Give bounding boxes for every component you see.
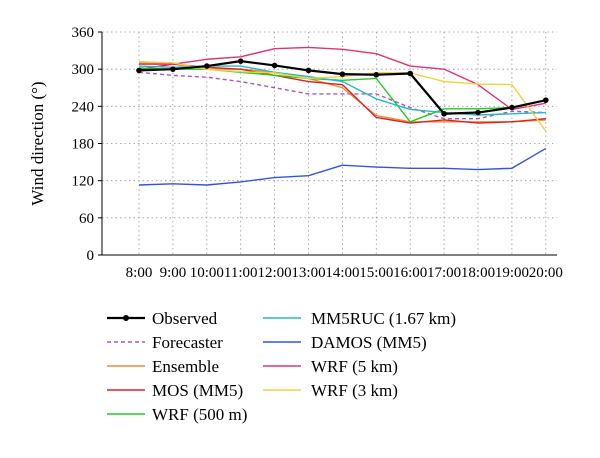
legend-item-3: MOS (MM5): [107, 381, 243, 400]
series-point-observed: [509, 104, 515, 111]
y-tick-label: 0: [87, 248, 95, 264]
series-point-observed: [543, 97, 549, 103]
legend-label: Observed: [152, 309, 218, 328]
series-point-observed: [237, 58, 244, 64]
y-axis-title: Wind direction (°): [28, 81, 47, 205]
x-tick-label: 12:00: [258, 265, 292, 281]
series-point-observed: [475, 109, 481, 116]
legend-item-7: WRF (5 km): [263, 357, 398, 376]
legend-item-8: WRF (3 km): [263, 381, 398, 400]
legend-item-0: Observed: [107, 309, 218, 328]
series-line-6: [138, 147, 547, 186]
series-point-observed: [271, 62, 278, 69]
series-point-observed: [305, 67, 312, 74]
legend-item-5: MM5RUC (1.67 km): [263, 309, 456, 328]
x-tick-label: 17:00: [427, 265, 461, 281]
x-tick-label: 18:00: [461, 265, 495, 281]
x-tick-label: 11:00: [224, 265, 258, 281]
legend-label: DAMOS (MM5): [311, 333, 427, 352]
legend-label: WRF (3 km): [311, 381, 398, 400]
legend-label: Ensemble: [152, 357, 219, 376]
legend-item-2: Ensemble: [107, 357, 219, 376]
legend-label: WRF (5 km): [311, 357, 398, 376]
legend-item-4: WRF (500 m): [107, 405, 247, 424]
legend-item-6: DAMOS (MM5): [263, 333, 427, 352]
x-tick-label: 8:00: [126, 265, 153, 281]
x-tick-label: 20:00: [529, 265, 563, 281]
legend-label: Forecaster: [152, 333, 223, 352]
y-tick-label: 120: [72, 174, 95, 190]
legend-label: WRF (500 m): [152, 405, 247, 424]
y-tick-label: 60: [79, 211, 94, 227]
y-tick-label: 180: [72, 137, 95, 153]
x-tick-label: 14:00: [325, 265, 359, 281]
legend-item-1: Forecaster: [107, 333, 223, 352]
series-lines: [136, 46, 549, 186]
x-tick-label: 16:00: [393, 265, 427, 281]
y-tick-label: 360: [72, 25, 95, 41]
legend-label: MOS (MM5): [152, 381, 243, 400]
x-tick-label: 15:00: [359, 265, 393, 281]
legend-marker: [123, 315, 129, 321]
x-tick-label: 10:00: [190, 265, 224, 281]
y-tick-label: 240: [72, 99, 95, 115]
legend-label: MM5RUC (1.67 km): [311, 309, 456, 328]
x-tick-label: 13:00: [291, 265, 325, 281]
x-tick-label: 9:00: [160, 265, 187, 281]
series-point-observed: [136, 67, 142, 74]
series-point-observed: [204, 63, 210, 69]
series-point-observed: [339, 71, 346, 77]
y-tick-label: 300: [72, 62, 95, 78]
series-point-observed: [441, 110, 447, 117]
legend: Observed Forecaster Ensemble MOS (MM5) WRF (…: [107, 309, 456, 424]
x-tick-label: 19:00: [495, 265, 529, 281]
axes: 0 60 120 180 240 300 360 8:00 9:00 10:00 11:00 12:0…: [28, 25, 563, 281]
series-point-observed: [170, 66, 176, 72]
series-line-1: [138, 71, 546, 120]
series-point-observed: [373, 71, 380, 78]
grid: [102, 31, 557, 255]
series-point-observed: [407, 70, 414, 77]
